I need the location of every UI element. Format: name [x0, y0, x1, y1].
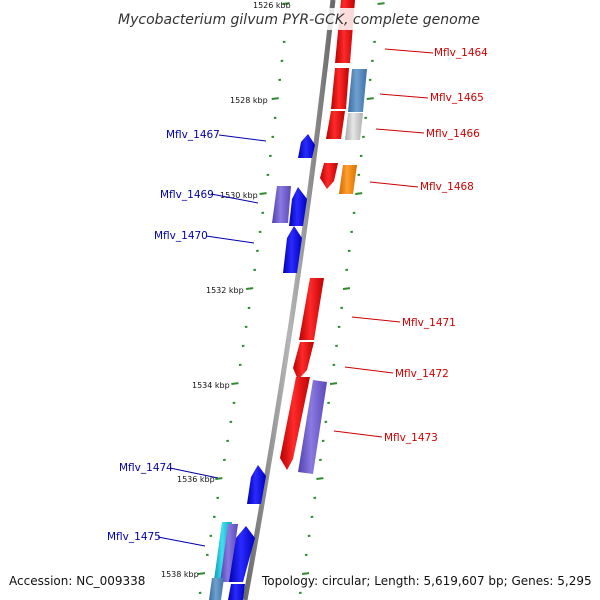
tick-marks [197, 2, 385, 594]
leader-mflv-1475 [157, 536, 206, 547]
gene-mflv-1475c[interactable] [229, 526, 255, 582]
label-mflv-1465[interactable]: Mflv_1465 [430, 92, 484, 104]
gene-mflv-1475b[interactable] [220, 524, 238, 582]
tick-label-1538: 1538 kbp [161, 570, 199, 579]
label-mflv-1467[interactable]: Mflv_1467 [166, 129, 220, 141]
gene-mflv-1466b[interactable] [345, 113, 363, 140]
gene-mflv-1468b[interactable] [339, 165, 357, 194]
gene-mflv-1473b[interactable] [298, 380, 327, 474]
gene-mflv-1469[interactable] [272, 186, 291, 223]
gene-mflv-1470[interactable] [283, 226, 302, 273]
map-title: Mycobacterium gilvum PYR-GCK, complete g… [118, 12, 480, 28]
topology-text: Topology: circular; Length: 5,619,607 bp… [262, 574, 592, 588]
accession-text: Accession: NC_009338 [9, 574, 146, 588]
tick-mark [301, 572, 310, 575]
genome-backbone [242, 0, 336, 600]
gene-mflv-1472[interactable] [293, 342, 314, 380]
tick-mark [246, 287, 254, 290]
label-mflv-1469[interactable]: Mflv_1469 [160, 189, 214, 201]
tick-mark [342, 287, 351, 290]
tick-label-1532: 1532 kbp [206, 286, 244, 295]
tick-mark [377, 2, 385, 5]
gene-mflv-1476[interactable] [209, 578, 224, 600]
tick-label-1528: 1528 kbp [230, 96, 268, 105]
tick-mark [282, 2, 290, 5]
tick-mark [316, 477, 324, 480]
tick-label-1534: 1534 kbp [192, 381, 230, 390]
tick-label-1530: 1530 kbp [220, 191, 258, 200]
tick-mark [259, 192, 267, 195]
title-backdrop [118, 8, 480, 30]
label-mflv-1464[interactable]: Mflv_1464 [434, 47, 488, 59]
label-mflv-1472[interactable]: Mflv_1472 [395, 368, 449, 380]
leader-mflv-1474 [169, 467, 219, 479]
gene-mflv-1471[interactable] [299, 278, 324, 340]
leader-mflv-1468 [369, 181, 419, 188]
leader-mflv-1469 [210, 193, 259, 204]
label-mflv-1471[interactable]: Mflv_1471 [402, 317, 456, 329]
label-mflv-1473[interactable]: Mflv_1473 [384, 432, 438, 444]
leader-mflv-1470 [205, 235, 255, 244]
leader-mflv-1465 [379, 93, 429, 99]
gene-mflv-1474[interactable] [247, 465, 266, 504]
tick-mark [215, 477, 223, 480]
gene-mflv-1466[interactable] [326, 111, 345, 139]
tick-mark [355, 192, 363, 195]
leader-mflv-1464 [384, 48, 434, 54]
tick-mark [231, 382, 239, 385]
gene-mflv-1477[interactable] [228, 584, 245, 600]
label-mflv-1475[interactable]: Mflv_1475 [107, 531, 161, 543]
tick-label-1536: 1536 kbp [177, 475, 215, 484]
gene-mflv-1469b[interactable] [289, 187, 307, 226]
gene-mflv-1468[interactable] [320, 163, 338, 189]
label-mflv-1474[interactable]: Mflv_1474 [119, 462, 173, 474]
leader-mflv-1471 [351, 316, 401, 323]
label-mflv-1468[interactable]: Mflv_1468 [420, 181, 474, 193]
tick-mark [329, 382, 338, 385]
tick-label-1526: 1526 kbp [253, 1, 291, 10]
gene-mflv-1465b[interactable] [348, 69, 367, 112]
leader-mflv-1466 [375, 128, 425, 134]
tick-mark [366, 97, 374, 100]
leader-mflv-1472 [344, 366, 394, 374]
leader-mflv-1473 [333, 430, 383, 438]
tick-mark [197, 572, 206, 575]
gene-mflv-1473[interactable] [280, 377, 310, 470]
gene-mflv-1467[interactable] [298, 134, 315, 158]
leader-mflv-1467 [218, 134, 267, 142]
tick-mark [271, 97, 279, 100]
label-mflv-1466[interactable]: Mflv_1466 [426, 128, 480, 140]
label-mflv-1470[interactable]: Mflv_1470 [154, 230, 208, 242]
gene-mflv-1465[interactable] [331, 68, 349, 109]
